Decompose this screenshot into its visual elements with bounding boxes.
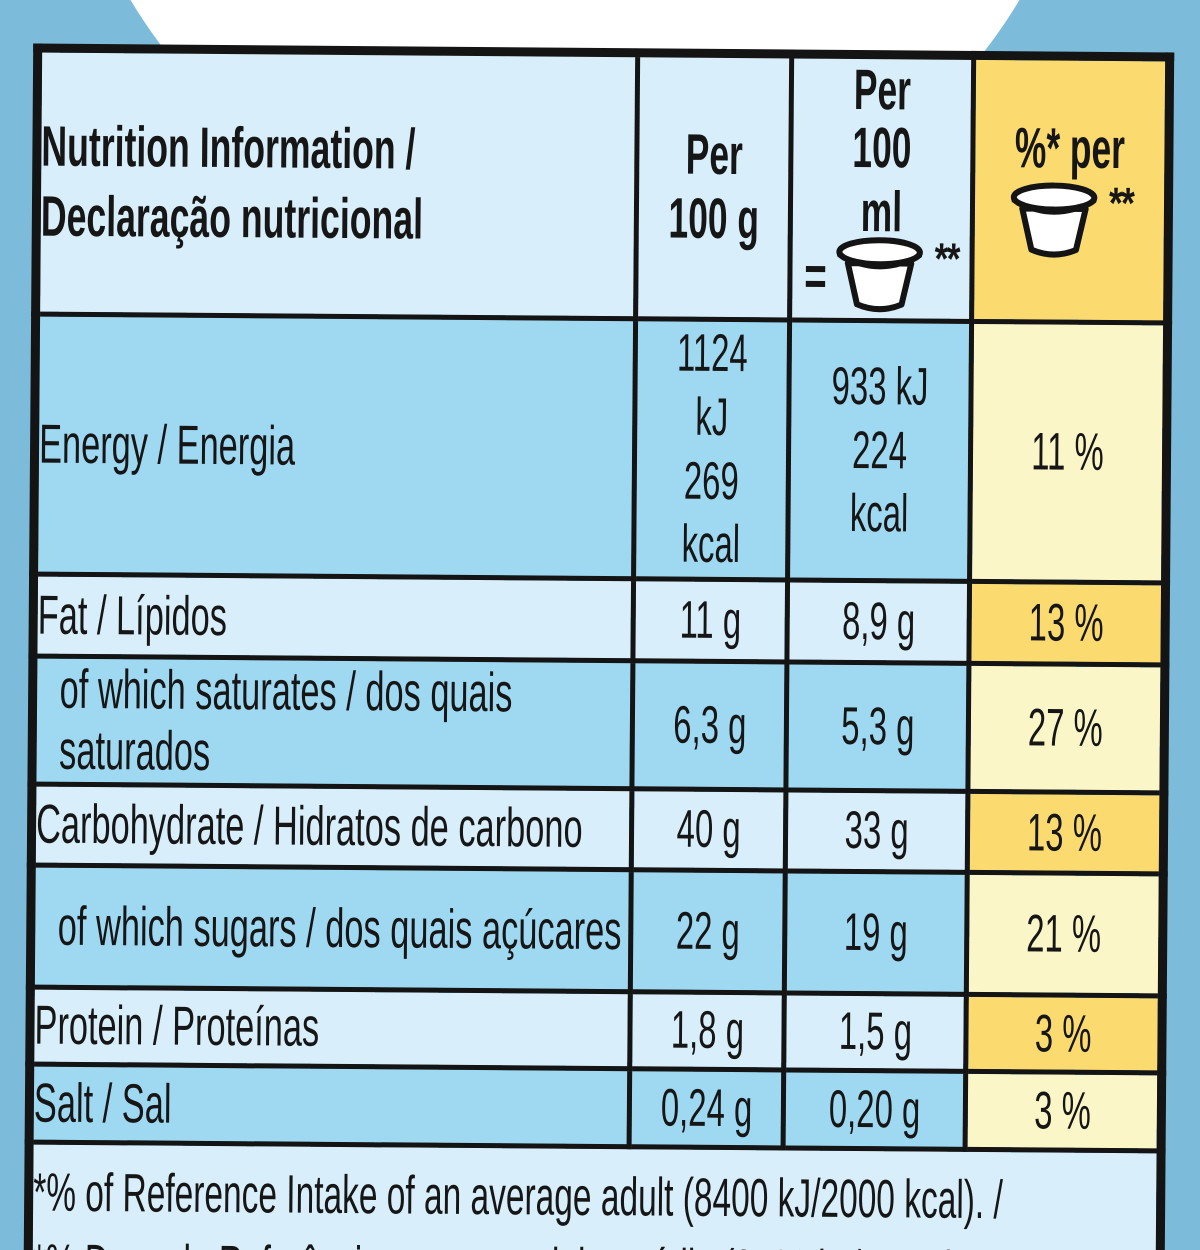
- per-100g-label: Per 100 g: [667, 122, 759, 251]
- header-per-100g: Per 100 g: [635, 52, 792, 321]
- nutrition-table: Nutrition Information / Declaração nutri…: [22, 43, 1175, 1250]
- salt-per-100g: 0,24 g: [629, 1068, 784, 1149]
- saturates-percent: 27 %: [967, 663, 1165, 793]
- saturates-per-100ml: 5,3 g: [785, 661, 969, 792]
- protein-per-100ml: 1,5 g: [783, 993, 967, 1072]
- salt-percent: 3 %: [965, 1071, 1162, 1151]
- row-fat: Fat / Lípidos 11 g 8,9 g 13 %: [32, 573, 1166, 665]
- double-asterisk: **: [1109, 179, 1134, 229]
- fat-per-100ml: 8,9 g: [786, 579, 970, 664]
- sugars-label-cell: of which sugars / dos quais açúcares: [30, 865, 632, 992]
- fat-percent: 13 %: [968, 581, 1166, 665]
- header-percent-per-tub: %* per **: [971, 55, 1170, 324]
- saturates-per-100g: 6,3 g: [631, 660, 787, 791]
- protein-label-cell: Protein / Proteínas: [29, 987, 631, 1069]
- fat-label-cell: Fat / Lípidos: [32, 573, 634, 661]
- per-100ml-line2: 100 ml: [852, 115, 912, 245]
- carbohydrate-per-100g: 40 g: [631, 788, 786, 872]
- footnote-cell: *% of Reference Intake of an average adu…: [27, 1142, 1162, 1250]
- tub-icon: [1002, 179, 1107, 264]
- salt-label-cell: Salt / Sal: [29, 1064, 630, 1147]
- saturates-label: of which saturates / dos quais saturados: [58, 657, 513, 783]
- row-energy: Energy / Energia 1124 kJ 269 kcal 933 kJ…: [33, 314, 1168, 583]
- percent-per-label: %* per: [1014, 116, 1126, 181]
- per-100ml-line1: Per: [853, 57, 912, 123]
- salt-per-100ml: 0,20 g: [783, 1070, 966, 1150]
- header-row: Nutrition Information / Declaração nutri…: [35, 48, 1170, 324]
- header-per-100ml: Per 100 ml = **: [789, 53, 974, 322]
- saturates-label-cell: of which saturates / dos quais saturados: [31, 655, 633, 789]
- carbohydrate-label: Carbohydrate / Hidratos de carbono: [35, 792, 583, 860]
- energy-label: Energy / Energia: [38, 412, 296, 477]
- carbohydrate-label-cell: Carbohydrate / Hidratos de carbono: [31, 784, 632, 870]
- fat-per-100g: 11 g: [632, 578, 788, 662]
- protein-label: Protein / Proteínas: [34, 993, 320, 1059]
- energy-per-100ml: 933 kJ 224 kcal: [787, 320, 972, 582]
- salt-label: Salt / Sal: [33, 1071, 172, 1135]
- sugars-per-100g: 22 g: [630, 869, 786, 994]
- header-nutrition-info: Nutrition Information / Declaração nutri…: [35, 48, 638, 320]
- footnote-row: *% of Reference Intake of an average adu…: [27, 1142, 1162, 1250]
- row-protein: Protein / Proteínas 1,8 g 1,5 g 3 %: [29, 987, 1163, 1073]
- double-asterisk: **: [934, 234, 960, 284]
- fat-label: Fat / Lípidos: [37, 583, 228, 647]
- row-saturates: of which saturates / dos quais saturados…: [31, 655, 1165, 793]
- energy-per-100g: 1124 kJ 269 kcal: [633, 319, 790, 580]
- table-title: Nutrition Information / Declaração nutri…: [40, 114, 424, 252]
- row-sugars: of which sugars / dos quais açúcares 22 …: [30, 865, 1164, 996]
- protein-per-100g: 1,8 g: [629, 991, 785, 1071]
- sugars-per-100ml: 19 g: [784, 871, 968, 995]
- row-salt: Salt / Sal 0,24 g 0,20 g 3 %: [29, 1064, 1162, 1151]
- carbohydrate-per-100ml: 33 g: [785, 790, 968, 873]
- equals-sign: =: [804, 244, 828, 307]
- energy-label-cell: Energy / Energia: [33, 314, 636, 579]
- protein-percent: 3 %: [965, 994, 1163, 1073]
- row-carbohydrate: Carbohydrate / Hidratos de carbono 40 g …: [31, 784, 1164, 874]
- sugars-percent: 21 %: [966, 872, 1164, 996]
- carbohydrate-percent: 13 %: [967, 791, 1164, 874]
- energy-percent: 11 %: [969, 321, 1168, 583]
- reference-intake-note-en: *% of Reference Intake of an average adu…: [32, 1162, 1004, 1230]
- tub-icon: [828, 234, 933, 319]
- sugars-label: of which sugars / dos quais açúcares: [57, 894, 622, 961]
